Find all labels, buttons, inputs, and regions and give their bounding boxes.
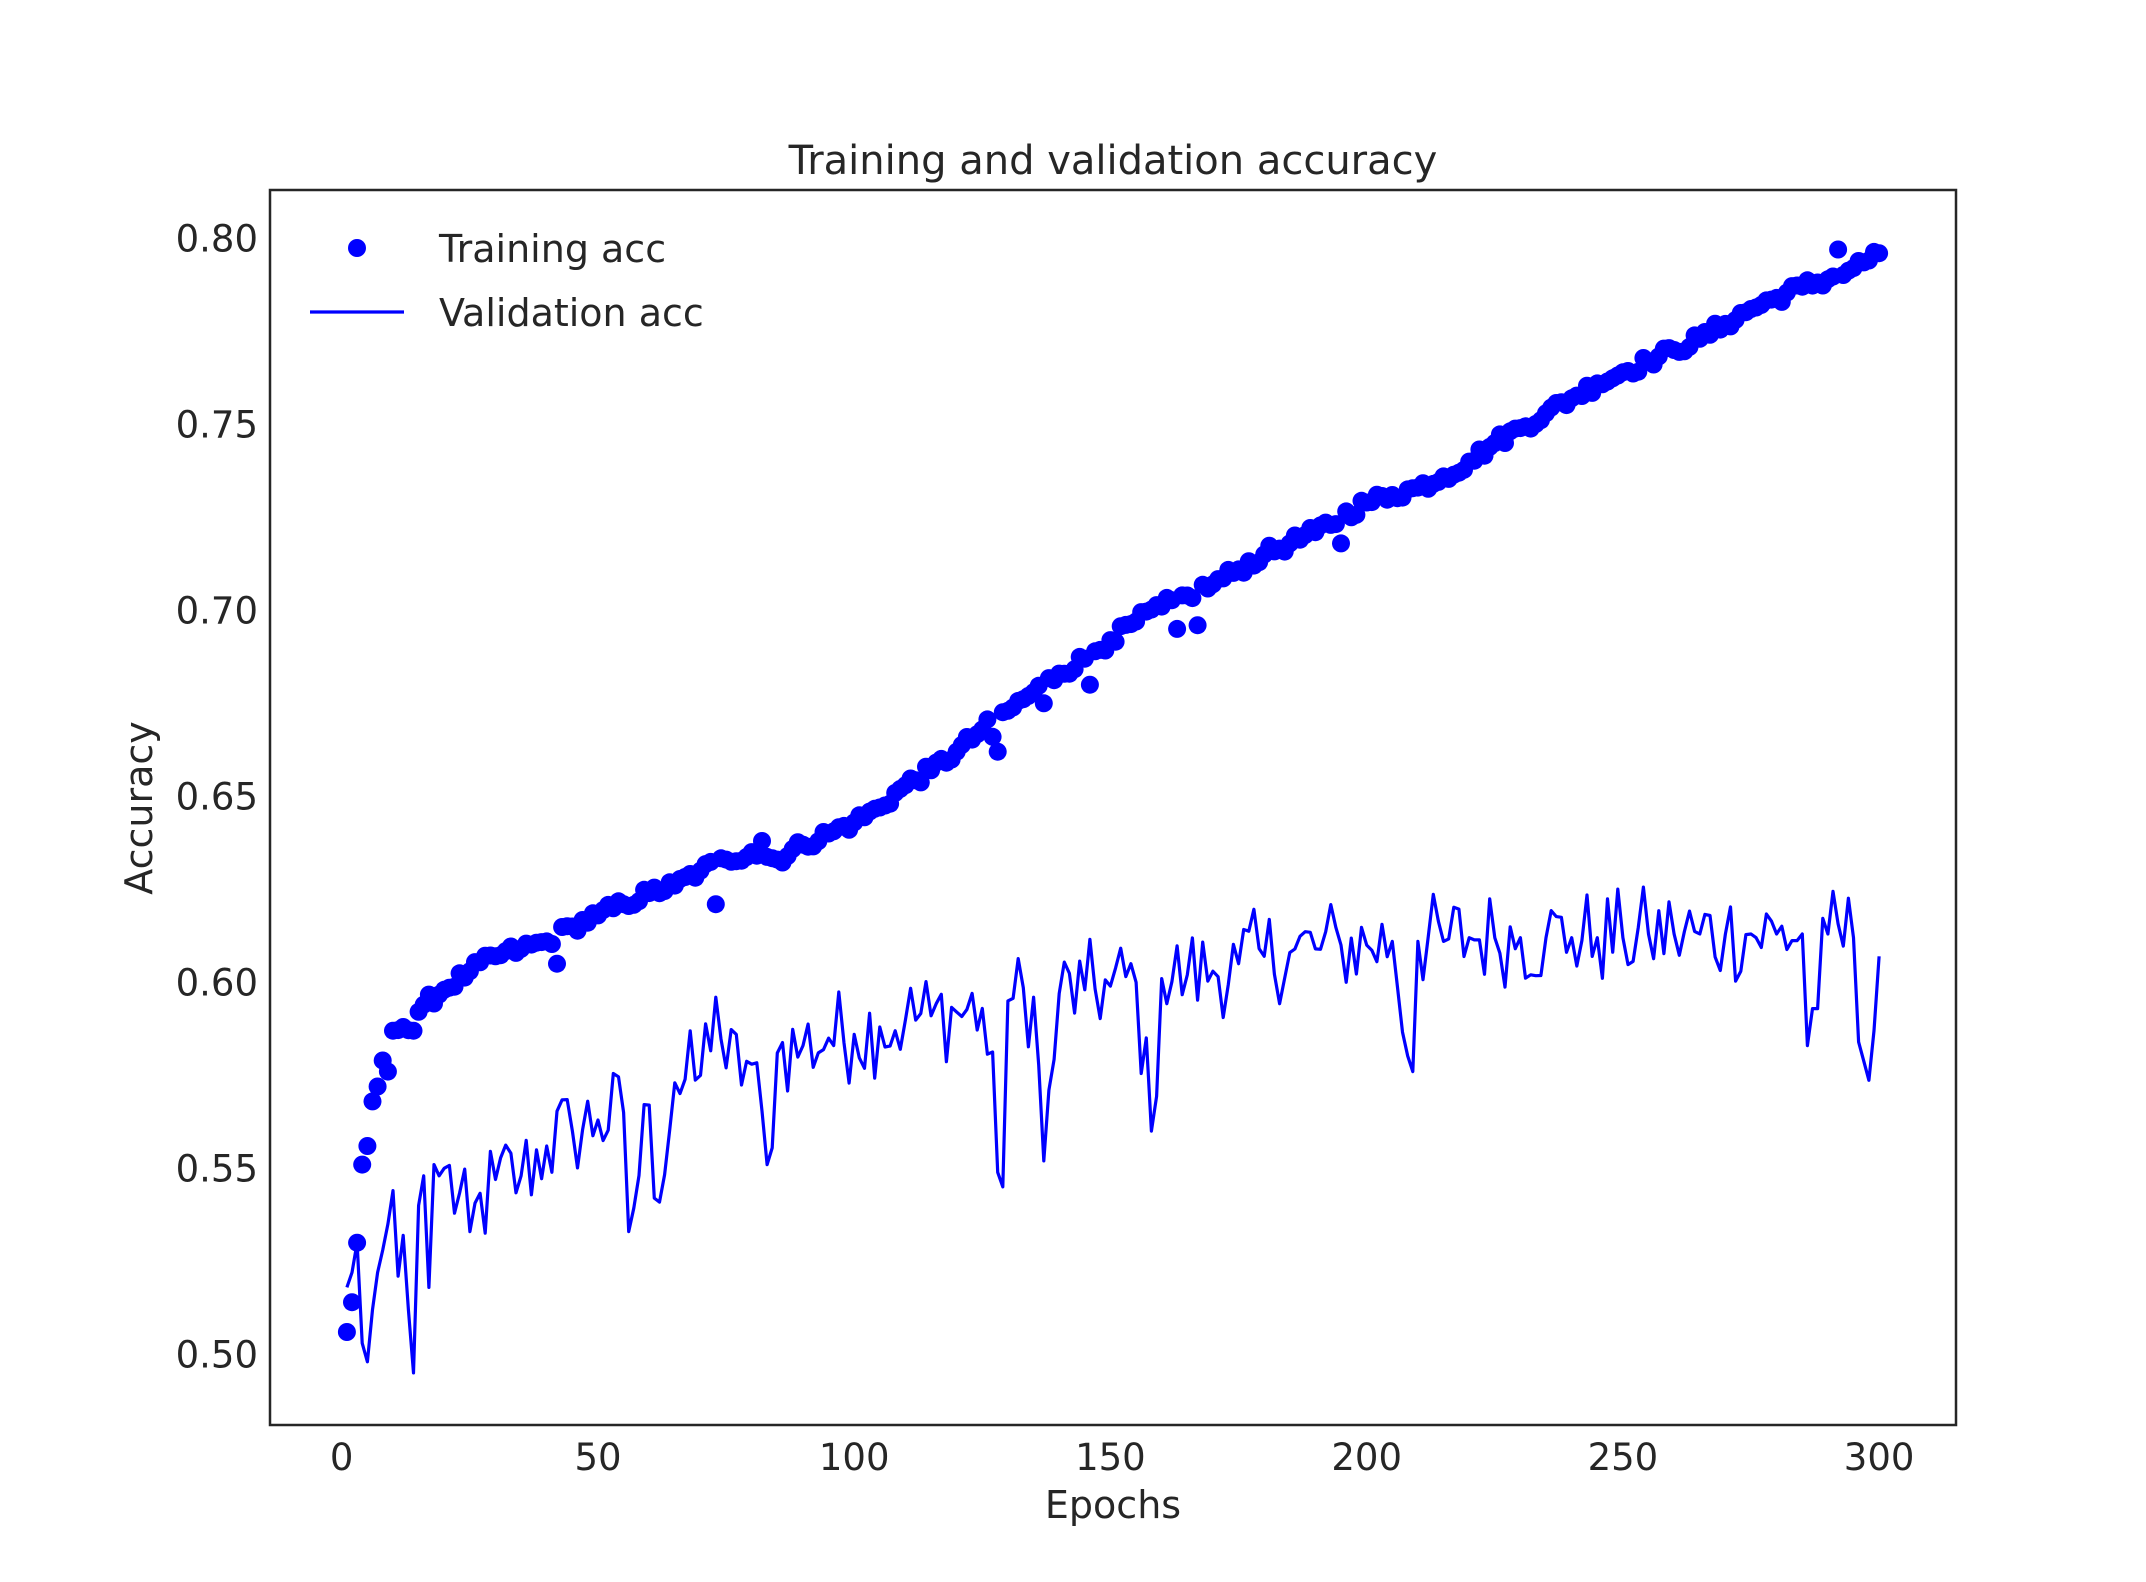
legend-validation-label: Validation acc [439,291,704,335]
training-acc-point [988,742,1007,761]
x-tick-label: 0 [330,1436,354,1479]
training-acc-point [548,954,566,973]
y-tick-label: 0.60 [176,961,258,1004]
training-acc-point [348,1233,367,1252]
training-acc-point [1347,505,1366,524]
legend: Training acc Validation acc [310,227,704,335]
legend-training-marker [348,239,366,257]
training-acc-point [337,1323,356,1341]
training-acc-point [1080,675,1099,694]
x-tick-label: 200 [1331,1436,1402,1479]
training-acc-point [1106,632,1125,651]
x-axis-ticks: 0 50 100 150 200 250 300 [330,1436,1914,1479]
training-acc-point [1168,619,1187,638]
training-acc-point [983,727,1002,746]
x-tick-label: 150 [1075,1436,1146,1479]
training-acc-point [1870,244,1889,263]
plot-frame [268,188,1958,1427]
training-acc-point [706,895,725,914]
y-tick-label: 0.75 [176,403,258,446]
training-acc-point [1829,240,1848,259]
y-tick-label: 0.65 [176,775,258,818]
x-tick-label: 300 [1844,1436,1915,1479]
y-axis-ticks: 0.50 0.55 0.60 0.65 0.70 0.75 0.80 [176,217,258,1376]
training-acc-point [343,1293,361,1312]
training-acc-point [542,935,561,953]
training-acc-point [368,1077,387,1096]
training-acc-point [363,1092,382,1111]
x-tick-label: 50 [574,1436,621,1479]
y-axis-label: Accuracy [117,721,161,895]
chart-title: Training and validation accuracy [788,138,1438,184]
training-acc-point [358,1137,377,1155]
training-acc-point [911,773,930,792]
y-tick-label: 0.70 [176,589,258,632]
legend-training-label: Training acc [438,227,666,271]
series-layer [337,240,1889,1375]
training-acc-point [353,1155,372,1174]
y-tick-label: 0.80 [176,217,258,260]
training-acc-point [1188,616,1207,635]
training-acc-point [404,1021,423,1040]
x-tick-label: 100 [819,1436,890,1479]
training-acc-point [1332,534,1350,553]
y-tick-label: 0.55 [176,1147,258,1190]
training-acc-point [1034,694,1053,713]
training-acc-point [1326,515,1345,534]
training-acc-point [753,832,771,850]
y-tick-label: 0.50 [176,1333,258,1376]
training-acc-point [378,1062,397,1081]
x-axis-label: Epochs [1045,1483,1181,1527]
x-tick-label: 250 [1588,1436,1659,1479]
training-acc-point [1183,589,1202,608]
validation-acc-line [345,885,1881,1375]
training-acc-point [978,710,997,729]
